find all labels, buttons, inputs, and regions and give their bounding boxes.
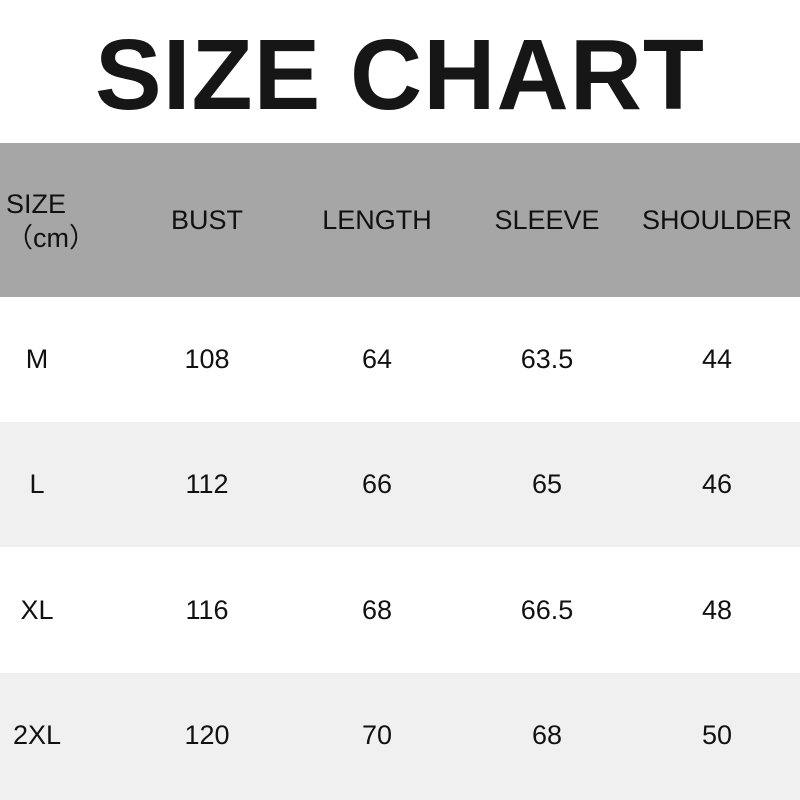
column-header-bust: BUST bbox=[170, 205, 244, 235]
size-header: SIZE （cm） bbox=[6, 187, 96, 255]
value-cell: 44 bbox=[701, 344, 733, 374]
column-header-length: LENGTH bbox=[322, 205, 432, 235]
size-cell: 2XL bbox=[12, 720, 62, 750]
value-cell: 108 bbox=[184, 344, 230, 374]
size-header-label: SIZE bbox=[6, 189, 67, 219]
size-cell: M bbox=[25, 344, 49, 374]
value-cell: 65 bbox=[531, 469, 563, 499]
value-cell: 120 bbox=[184, 720, 230, 750]
table-row: L 112 66 65 46 bbox=[0, 422, 800, 547]
size-cell: XL bbox=[20, 595, 54, 625]
value-cell: 64 bbox=[361, 344, 393, 374]
value-cell: 68 bbox=[531, 720, 563, 750]
value-cell: 48 bbox=[701, 595, 733, 625]
value-cell: 46 bbox=[701, 469, 733, 499]
column-header-shoulder: SHOULDER bbox=[641, 205, 793, 235]
value-cell: 116 bbox=[185, 595, 229, 625]
size-cell: L bbox=[29, 469, 45, 499]
value-cell: 66 bbox=[361, 469, 393, 499]
table-row: 2XL 120 70 68 50 bbox=[0, 673, 800, 800]
table-row: M 108 64 63.5 44 bbox=[0, 297, 800, 422]
value-cell: 63.5 bbox=[520, 344, 574, 374]
value-cell: 112 bbox=[185, 469, 229, 499]
table-row: XL 116 68 66.5 48 bbox=[0, 548, 800, 673]
value-cell: 70 bbox=[361, 720, 393, 750]
value-cell: 68 bbox=[361, 595, 393, 625]
page-title: SIZE CHART bbox=[95, 19, 705, 131]
table-header: SIZE （cm） BUST LENGTH SLEEVE SHOULDER bbox=[0, 143, 800, 297]
column-header-sleeve: SLEEVE bbox=[494, 205, 600, 235]
value-cell: 50 bbox=[701, 720, 733, 750]
value-cell: 66.5 bbox=[520, 595, 574, 625]
unit-label: （cm） bbox=[6, 223, 96, 253]
